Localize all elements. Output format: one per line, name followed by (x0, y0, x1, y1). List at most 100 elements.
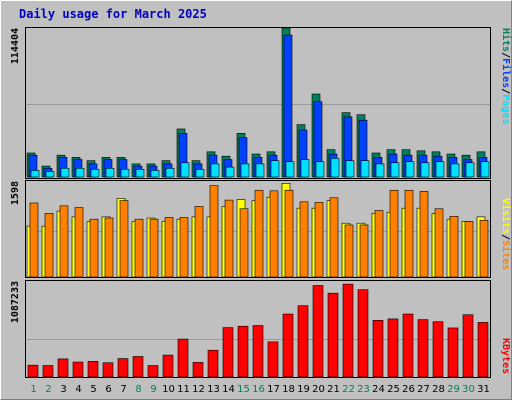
bar-kbytes-day-11 (177, 338, 189, 378)
bar-kbytes-day-10 (162, 354, 174, 378)
bar-pages-day-31 (480, 161, 490, 178)
bar-kbytes-day-28 (432, 321, 444, 378)
bar-sites-day-31 (479, 220, 489, 278)
bar-pages-day-19 (300, 159, 310, 178)
day-label-7: 7 (120, 384, 126, 395)
bar-sites-day-1 (29, 202, 39, 278)
day-label-15: 15 (237, 384, 250, 395)
bar-pages-day-29 (450, 163, 460, 178)
day-label-23: 23 (357, 384, 370, 395)
day-label-18: 18 (282, 384, 295, 395)
day-label-26: 26 (402, 384, 415, 395)
bars-visits-sites (26, 183, 489, 278)
day-label-24: 24 (372, 384, 385, 395)
bar-kbytes-day-13 (207, 349, 219, 378)
day-label-2: 2 (45, 384, 51, 395)
bar-pages-day-16 (255, 163, 265, 178)
bar-pages-day-24 (375, 163, 385, 178)
bar-pages-day-28 (435, 161, 445, 178)
bar-kbytes-day-6 (102, 362, 114, 378)
legend-hits: Hits (500, 28, 512, 52)
day-label-11: 11 (177, 384, 190, 395)
bar-kbytes-day-9 (147, 365, 159, 378)
day-label-25: 25 (387, 384, 400, 395)
day-label-6: 6 (105, 384, 111, 395)
bar-sites-day-24 (374, 210, 384, 278)
day-label-4: 4 (75, 384, 81, 395)
day-label-3: 3 (60, 384, 66, 395)
legend-sep-2: / (500, 88, 511, 94)
day-label-22: 22 (342, 384, 355, 395)
bar-pages-day-13 (210, 163, 220, 178)
bar-pages-day-25 (390, 162, 400, 178)
bar-sites-day-23 (359, 224, 369, 278)
bar-sites-day-15 (239, 208, 249, 278)
day-label-5: 5 (90, 384, 96, 395)
bar-kbytes-day-23 (357, 289, 369, 378)
bar-kbytes-day-3 (57, 358, 69, 378)
bar-kbytes-day-22 (342, 283, 354, 378)
bar-pages-day-17 (270, 160, 280, 178)
bar-kbytes-day-5 (87, 361, 99, 378)
bar-sites-day-21 (329, 197, 339, 278)
bar-pages-day-2 (45, 171, 55, 178)
bar-sites-day-8 (134, 218, 144, 278)
bar-pages-day-18 (285, 161, 295, 178)
day-label-10: 10 (162, 384, 175, 395)
day-label-13: 13 (207, 384, 220, 395)
bar-pages-day-5 (90, 168, 100, 178)
bar-sites-day-7 (119, 200, 129, 278)
bar-kbytes-day-19 (297, 305, 309, 378)
bar-pages-day-26 (405, 161, 415, 178)
bar-sites-day-27 (419, 191, 429, 278)
bar-kbytes-day-21 (327, 292, 339, 378)
bar-pages-day-9 (150, 170, 160, 178)
bar-sites-day-16 (254, 189, 264, 278)
bar-kbytes-day-18 (282, 313, 294, 378)
bar-sites-day-13 (209, 185, 219, 278)
bar-kbytes-day-17 (267, 341, 279, 378)
bar-kbytes-day-4 (72, 361, 84, 378)
day-label-9: 9 (150, 384, 156, 395)
day-label-21: 21 (327, 384, 340, 395)
bar-sites-day-11 (179, 217, 189, 278)
bar-pages-day-6 (105, 167, 115, 178)
max-label-hits: 114404 (10, 28, 21, 64)
bar-sites-day-25 (389, 189, 399, 278)
bar-kbytes-day-8 (132, 356, 144, 378)
max-label-kbytes: 1087233 (10, 281, 21, 323)
bar-pages-day-11 (180, 162, 190, 178)
bar-pages-day-3 (60, 167, 70, 178)
day-label-19: 19 (297, 384, 310, 395)
day-label-20: 20 (312, 384, 325, 395)
bar-pages-day-1 (30, 170, 40, 178)
panel-hits (25, 27, 491, 179)
bar-sites-day-17 (269, 190, 279, 278)
bar-sites-day-5 (89, 218, 99, 278)
bar-pages-day-12 (195, 168, 205, 178)
bar-sites-day-30 (464, 221, 474, 278)
bar-sites-day-3 (59, 205, 69, 278)
bar-pages-day-14 (225, 166, 235, 178)
bar-kbytes-day-12 (192, 362, 204, 378)
bar-pages-day-27 (420, 162, 430, 178)
bar-sites-day-22 (344, 224, 354, 278)
day-label-30: 30 (462, 384, 475, 395)
bar-sites-day-14 (224, 199, 234, 278)
bar-pages-day-23 (360, 160, 370, 178)
bar-sites-day-26 (404, 189, 414, 278)
bar-sites-day-20 (314, 202, 324, 278)
legend-hits-files-pages: Hits/Files/Pages (500, 28, 512, 124)
bar-kbytes-day-24 (372, 320, 384, 378)
bar-files-day-18 (283, 34, 293, 178)
bar-sites-day-10 (164, 217, 174, 278)
day-label-16: 16 (252, 384, 265, 395)
bar-sites-day-4 (74, 207, 84, 278)
bar-kbytes-day-15 (237, 325, 249, 378)
bar-sites-day-29 (449, 215, 459, 278)
bar-pages-day-7 (120, 168, 130, 178)
legend-sites: Sites (500, 240, 512, 270)
bar-pages-day-21 (330, 158, 340, 178)
day-label-17: 17 (267, 384, 280, 395)
